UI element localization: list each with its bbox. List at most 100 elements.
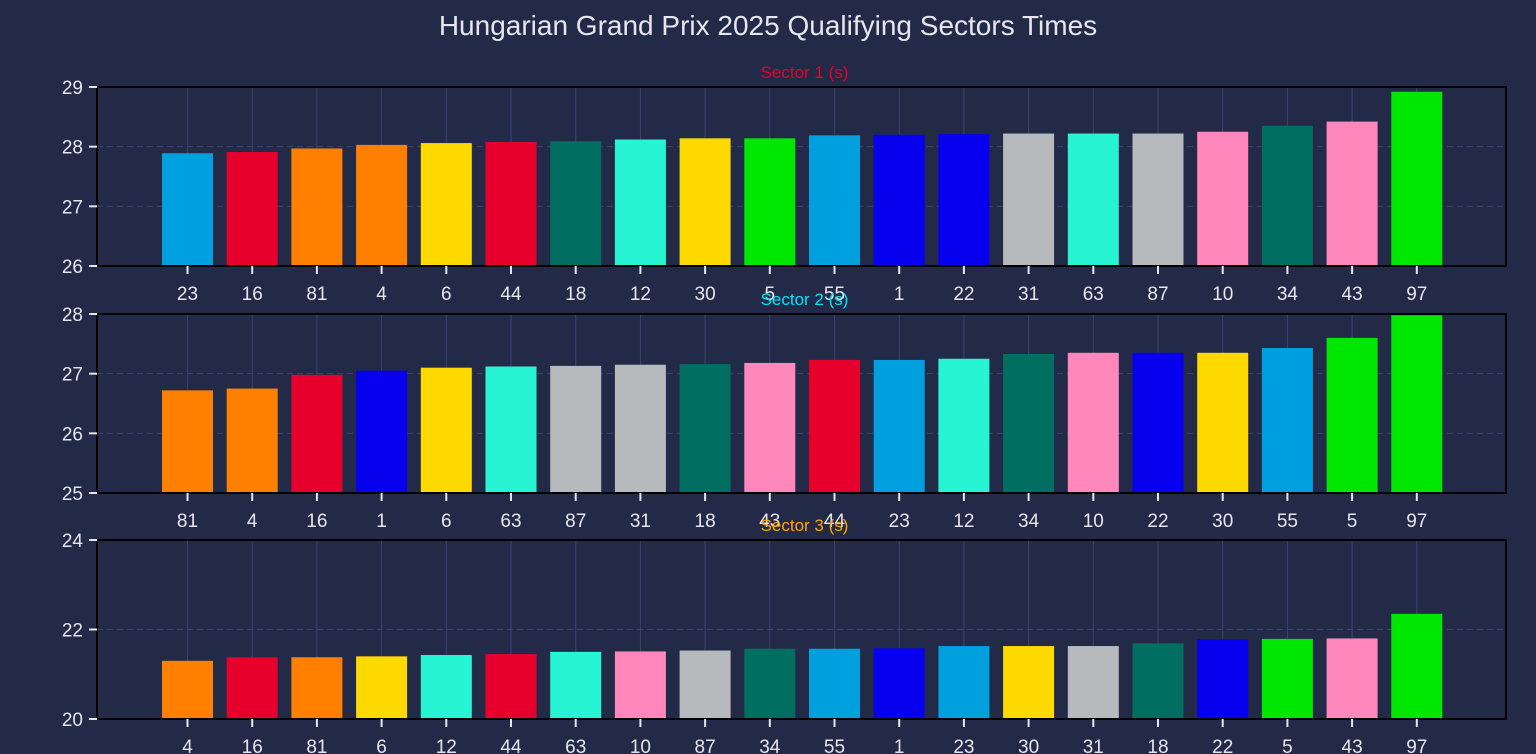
x-tick-label: 34 <box>759 737 781 754</box>
bar-driver-63 <box>1067 133 1119 266</box>
x-tick-label: 10 <box>630 737 651 754</box>
x-tick-label: 44 <box>824 511 846 532</box>
bar-driver-97 <box>1391 315 1443 493</box>
bar-driver-6 <box>420 143 472 266</box>
x-tick-label: 55 <box>824 284 845 305</box>
x-tick-label: 31 <box>1018 284 1039 305</box>
bar-driver-23 <box>938 646 990 719</box>
y-tick-label: 25 <box>62 484 83 505</box>
x-tick-label: 55 <box>824 737 845 754</box>
bar-driver-81 <box>162 390 213 493</box>
bar-driver-5 <box>1326 337 1378 493</box>
figure-title: Hungarian Grand Prix 2025 Qualifying Sec… <box>438 10 1098 41</box>
bar-driver-22 <box>1132 352 1184 493</box>
y-tick-label: 29 <box>62 78 83 99</box>
x-tick-label: 22 <box>1212 737 1233 754</box>
bar-driver-31 <box>1067 646 1119 719</box>
bar-driver-30 <box>1197 352 1249 493</box>
bar-driver-30 <box>679 138 731 266</box>
sector-1-title: Sector 1 (s) <box>761 63 849 82</box>
bar-driver-10 <box>1197 131 1249 266</box>
bar-driver-16 <box>226 657 278 719</box>
x-tick-label: 6 <box>376 737 387 754</box>
bar-driver-18 <box>550 141 602 266</box>
x-tick-label: 22 <box>1147 511 1168 532</box>
bar-driver-12 <box>420 655 472 719</box>
bar-driver-30 <box>1003 646 1055 719</box>
bar-driver-1 <box>356 370 408 493</box>
x-tick-label: 1 <box>376 511 387 532</box>
x-tick-label: 34 <box>1277 284 1299 305</box>
x-tick-label: 23 <box>953 737 974 754</box>
bar-driver-34 <box>1261 125 1313 267</box>
y-tick-label: 22 <box>62 621 83 642</box>
x-tick-label: 16 <box>242 284 263 305</box>
bar-driver-87 <box>679 650 731 719</box>
bar-driver-63 <box>550 651 602 719</box>
x-tick-label: 81 <box>306 737 327 754</box>
x-tick-label: 12 <box>436 737 457 754</box>
bar-driver-87 <box>1132 133 1184 266</box>
x-tick-label: 44 <box>500 737 522 754</box>
x-tick-label: 10 <box>1212 284 1233 305</box>
bar-driver-1 <box>873 648 925 719</box>
x-tick-label: 31 <box>1083 737 1104 754</box>
x-tick-label: 63 <box>565 737 586 754</box>
y-tick-label: 20 <box>62 710 83 731</box>
x-tick-label: 97 <box>1406 511 1427 532</box>
bar-driver-6 <box>420 367 472 493</box>
x-tick-label: 23 <box>177 284 198 305</box>
x-tick-label: 5 <box>1282 737 1293 754</box>
x-tick-label: 81 <box>306 284 327 305</box>
bar-driver-23 <box>873 359 925 493</box>
x-tick-label: 16 <box>242 737 263 754</box>
bar-driver-55 <box>809 648 860 719</box>
x-tick-label: 23 <box>889 511 910 532</box>
x-tick-label: 44 <box>500 284 522 305</box>
bar-driver-1 <box>873 134 925 266</box>
bar-driver-55 <box>1261 348 1313 493</box>
x-tick-label: 87 <box>1147 284 1168 305</box>
x-tick-label: 12 <box>953 511 974 532</box>
bar-driver-97 <box>1391 613 1443 719</box>
bar-driver-55 <box>809 135 860 266</box>
bar-driver-18 <box>679 364 731 493</box>
x-tick-label: 1 <box>894 737 905 754</box>
bar-driver-31 <box>1003 133 1055 266</box>
bar-driver-31 <box>614 364 666 493</box>
x-tick-label: 10 <box>1083 511 1104 532</box>
bar-driver-23 <box>162 153 213 266</box>
x-tick-label: 97 <box>1406 737 1427 754</box>
x-tick-label: 30 <box>1018 737 1039 754</box>
bar-driver-12 <box>938 358 990 493</box>
sector-3-chart: 20 22 24 4 16 81 6 12 44 63 10 87 34 55 1 23 30 31 18 22 5 43… <box>62 516 1507 754</box>
x-tick-label: 4 <box>182 737 193 754</box>
x-tick-label: 18 <box>1147 737 1168 754</box>
sector-3-title: Sector 3 (s) <box>761 516 849 535</box>
bar-driver-5 <box>1261 638 1313 719</box>
bar-driver-18 <box>1132 643 1184 719</box>
y-tick-label: 27 <box>62 365 83 386</box>
axes-frame <box>96 313 1507 494</box>
bar-driver-10 <box>614 651 666 719</box>
y-tick-label: 28 <box>62 305 83 326</box>
x-tick-label: 6 <box>441 511 452 532</box>
bar-driver-16 <box>226 152 278 266</box>
bar-driver-44 <box>809 359 860 493</box>
bar-driver-22 <box>1197 639 1249 719</box>
x-tick-label: 63 <box>1083 284 1104 305</box>
bar-driver-43 <box>1326 638 1378 719</box>
bar-driver-63 <box>485 366 537 493</box>
x-tick-label: 22 <box>953 284 974 305</box>
y-tick-label: 28 <box>62 138 83 159</box>
bar-driver-44 <box>485 141 537 266</box>
x-tick-label: 5 <box>1347 511 1358 532</box>
bar-driver-81 <box>291 657 343 719</box>
y-tick-label: 24 <box>62 531 84 552</box>
bar-driver-6 <box>356 656 408 719</box>
bar-driver-4 <box>162 660 213 719</box>
bar-driver-22 <box>938 134 990 266</box>
